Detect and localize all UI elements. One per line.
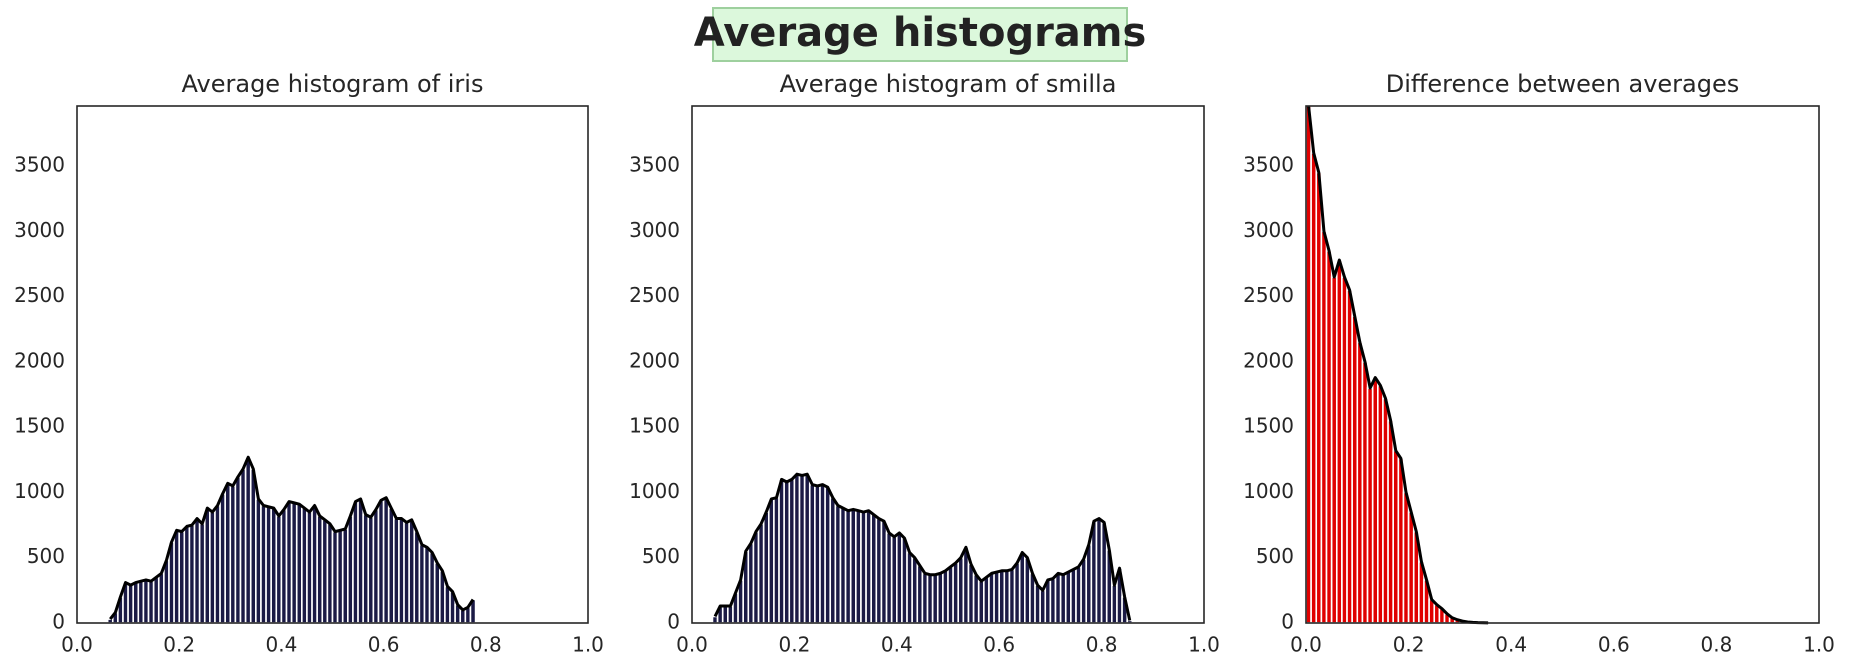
subplot-title: Difference between averages <box>1386 70 1740 98</box>
x-tick-label: 0.8 <box>1086 633 1118 657</box>
x-tick-label: 0.2 <box>163 633 195 657</box>
x-tick-label: 1.0 <box>1803 633 1835 657</box>
y-tick-label: 2000 <box>629 348 680 372</box>
x-tick-label: 0.0 <box>1290 633 1322 657</box>
subplot-title: Average histogram of iris <box>182 70 484 98</box>
figure-title: Average histograms <box>694 10 1147 56</box>
outline <box>109 455 475 621</box>
title-box <box>712 7 1128 62</box>
y-tick-label: 1500 <box>14 414 65 438</box>
y-tick-label: 3000 <box>629 218 680 242</box>
y-tick-label: 500 <box>1256 544 1294 568</box>
axes-frame <box>1305 105 1820 624</box>
x-tick-label: 0.4 <box>881 633 913 657</box>
x-tick-label: 0.0 <box>676 633 708 657</box>
x-tick-label: 0.6 <box>1598 633 1630 657</box>
y-tick-label: 1500 <box>1243 414 1294 438</box>
x-tick-label: 0.8 <box>1700 633 1732 657</box>
outline <box>713 472 1132 621</box>
x-tick-label: 0.2 <box>778 633 810 657</box>
axes-frame <box>691 105 1205 624</box>
x-tick-label: 0.4 <box>1495 633 1527 657</box>
y-tick-label: 3500 <box>14 153 65 177</box>
y-tick-label: 3500 <box>1243 153 1294 177</box>
y-tick-label: 0 <box>667 610 680 634</box>
x-tick-label: 0.6 <box>983 633 1015 657</box>
y-tick-label: 2000 <box>1243 348 1294 372</box>
subplot-title: Average histogram of smilla <box>780 70 1117 98</box>
y-tick-label: 1500 <box>629 414 680 438</box>
y-tick-label: 3500 <box>629 153 680 177</box>
y-tick-label: 3000 <box>1243 218 1294 242</box>
axes-frame <box>76 105 589 624</box>
y-tick-label: 2500 <box>629 283 680 307</box>
x-tick-label: 0.6 <box>368 633 400 657</box>
x-tick-label: 1.0 <box>572 633 604 657</box>
x-tick-label: 0.8 <box>470 633 502 657</box>
y-tick-label: 500 <box>642 544 680 568</box>
outline <box>1307 105 1489 625</box>
y-tick-label: 1000 <box>14 479 65 503</box>
x-tick-label: 1.0 <box>1188 633 1220 657</box>
y-tick-label: 500 <box>27 544 65 568</box>
y-tick-label: 2000 <box>14 348 65 372</box>
y-tick-label: 1000 <box>629 479 680 503</box>
x-tick-label: 0.0 <box>61 633 93 657</box>
y-tick-label: 0 <box>1281 610 1294 634</box>
y-tick-label: 2500 <box>1243 283 1294 307</box>
x-tick-label: 0.2 <box>1393 633 1425 657</box>
y-tick-label: 0 <box>52 610 65 634</box>
y-tick-label: 3000 <box>14 218 65 242</box>
y-tick-label: 2500 <box>14 283 65 307</box>
y-tick-label: 1000 <box>1243 479 1294 503</box>
x-tick-label: 0.4 <box>265 633 297 657</box>
